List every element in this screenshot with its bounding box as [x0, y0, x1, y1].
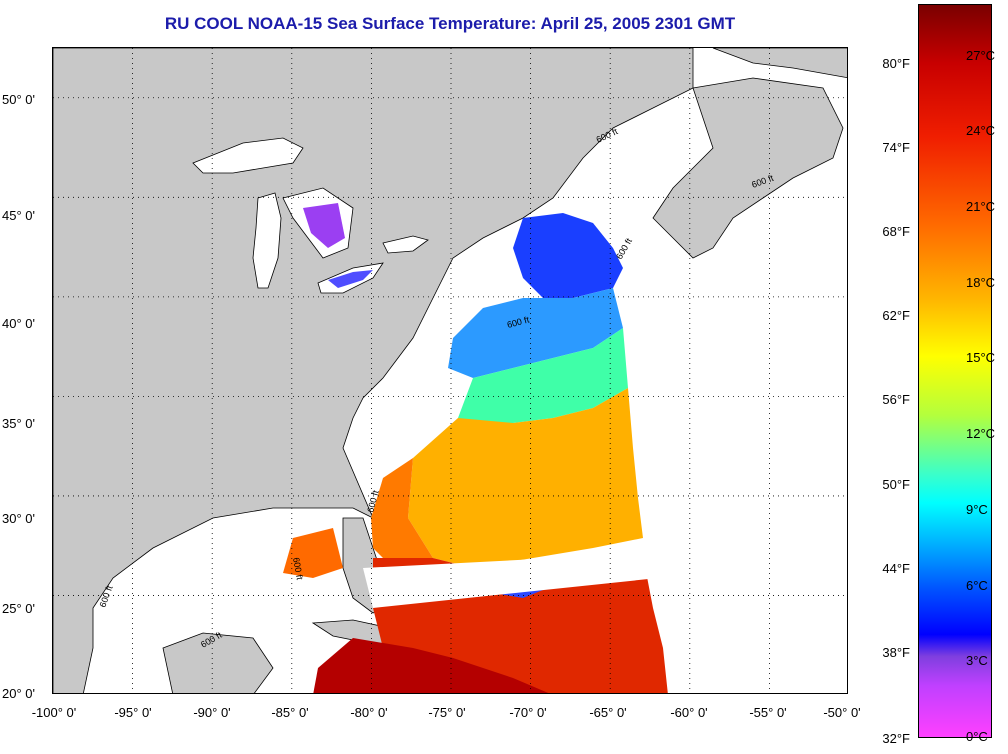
sst-lake-erie	[328, 270, 373, 288]
lat-label: 30° 0'	[2, 511, 35, 526]
colorbar-c-label: 24°C	[966, 123, 996, 138]
lon-label: -95° 0'	[114, 705, 152, 720]
sst-data	[283, 203, 668, 693]
lon-label: -55° 0'	[749, 705, 787, 720]
colorbar-c-label: 0°C	[966, 729, 988, 744]
colorbar-c-label: 3°C	[966, 653, 988, 668]
lon-label: -75° 0'	[428, 705, 466, 720]
lon-label: -70° 0'	[509, 705, 547, 720]
sst-gulf-patch	[283, 528, 343, 578]
map-title: RU COOL NOAA-15 Sea Surface Temperature:…	[164, 14, 736, 33]
sst-caribbean	[313, 638, 549, 693]
newfoundland-land	[652, 77, 844, 259]
colorbar-f-label: 50°F	[882, 477, 910, 492]
greenland-edge-land	[712, 48, 847, 79]
lon-label: -85° 0'	[271, 705, 309, 720]
lon-label: -65° 0'	[589, 705, 627, 720]
colorbar-f-label: 56°F	[882, 392, 910, 407]
colorbar-c-label: 27°C	[966, 48, 996, 63]
lon-label: -80° 0'	[350, 705, 388, 720]
lat-label: 20° 0'	[2, 686, 35, 701]
sst-map-canvas: 600 ft 600 ft 600 ft 600 ft 600 ft 600 f…	[53, 48, 847, 693]
isobath-label: 600 ft	[614, 236, 634, 261]
colorbar-c-label: 18°C	[966, 275, 996, 290]
colorbar-c-label: 21°C	[966, 199, 996, 214]
lake-michigan	[252, 192, 282, 289]
sst-carolina-shelf	[371, 458, 433, 568]
colorbar-c-label: 12°C	[966, 426, 996, 441]
colorbar-f-label: 38°F	[882, 645, 910, 660]
colorbar-f-label: 68°F	[882, 224, 910, 239]
sst-map: 600 ft 600 ft 600 ft 600 ft 600 ft 600 f…	[52, 47, 848, 694]
yucatan-land	[162, 632, 274, 693]
lat-label: 35° 0'	[2, 416, 35, 431]
lat-label: 25° 0'	[2, 601, 35, 616]
lon-label: -50° 0'	[823, 705, 861, 720]
lon-label: -60° 0'	[670, 705, 708, 720]
sst-lake-huron	[303, 203, 345, 248]
north-america-land	[53, 48, 694, 693]
colorbar-c-label: 6°C	[966, 578, 988, 593]
lon-label: -90° 0'	[193, 705, 231, 720]
lat-label: 45° 0'	[2, 208, 35, 223]
land-areas	[53, 48, 847, 693]
lon-label: -100° 0'	[31, 705, 77, 720]
lake-superior	[192, 137, 304, 174]
lake-ontario	[382, 235, 429, 254]
colorbar-f-label: 32°F	[882, 731, 910, 746]
lat-label: 50° 0'	[2, 92, 35, 107]
sst-slope	[458, 328, 628, 428]
no-data-swath	[363, 553, 658, 608]
temperature-colorbar	[918, 4, 992, 738]
sst-gulf-stream	[408, 388, 643, 568]
sst-gulf-of-maine	[513, 213, 623, 298]
isobath-label: 600 ft	[291, 557, 305, 581]
colorbar-f-label: 62°F	[882, 308, 910, 323]
sst-shelf-north	[448, 288, 623, 378]
colorbar-c-label: 9°C	[966, 502, 988, 517]
colorbar-c-label: 15°C	[966, 350, 996, 365]
colorbar-f-label: 74°F	[882, 140, 910, 155]
colorbar-f-label: 44°F	[882, 561, 910, 576]
lat-label: 40° 0'	[2, 316, 35, 331]
colorbar-f-label: 80°F	[882, 56, 910, 71]
